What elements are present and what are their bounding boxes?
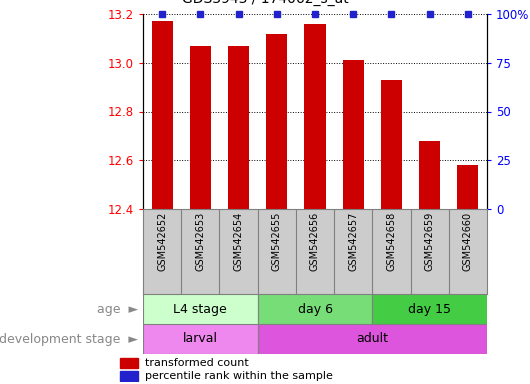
Text: GSM542653: GSM542653 (196, 212, 205, 271)
Bar (120, 371, 138, 381)
Text: percentile rank within the sample: percentile rank within the sample (145, 371, 333, 381)
Text: GSM542660: GSM542660 (463, 212, 473, 271)
Text: L4 stage: L4 stage (173, 303, 227, 316)
Bar (457, 165, 479, 209)
Bar (258, 294, 373, 324)
Text: day 15: day 15 (408, 303, 451, 316)
Bar (143, 324, 258, 354)
Bar (266, 33, 287, 209)
Text: GSM542654: GSM542654 (234, 212, 244, 271)
Bar (143, 294, 258, 324)
Bar (373, 294, 487, 324)
Text: GSM542658: GSM542658 (386, 212, 396, 271)
Bar (381, 80, 402, 209)
Text: GDS3943 / 174062_s_at: GDS3943 / 174062_s_at (182, 0, 348, 6)
Bar (343, 60, 364, 209)
Text: GSM542655: GSM542655 (272, 212, 282, 271)
Text: adult: adult (356, 333, 388, 346)
Text: transformed count: transformed count (145, 358, 249, 368)
Bar (419, 141, 440, 209)
Text: development stage  ►: development stage ► (0, 333, 138, 346)
Text: GSM542652: GSM542652 (157, 212, 167, 271)
Bar (228, 46, 249, 209)
Bar (258, 324, 487, 354)
Text: larval: larval (183, 333, 218, 346)
Bar (152, 22, 173, 209)
Text: GSM542656: GSM542656 (310, 212, 320, 271)
Text: day 6: day 6 (297, 303, 332, 316)
Bar (190, 46, 211, 209)
Bar (305, 24, 325, 209)
Text: GSM542657: GSM542657 (348, 212, 358, 271)
Bar (120, 358, 138, 368)
Text: GSM542659: GSM542659 (425, 212, 435, 271)
Text: age  ►: age ► (96, 303, 138, 316)
